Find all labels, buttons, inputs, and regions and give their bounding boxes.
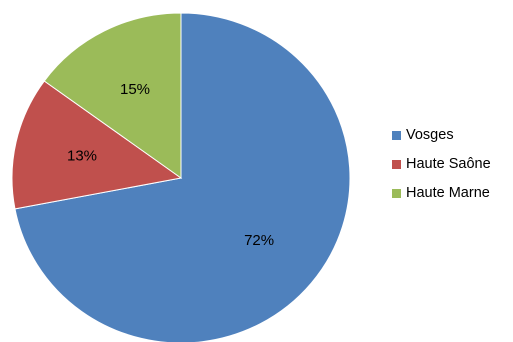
pie-slices [11, 12, 351, 342]
data-label-haute-saone: 13% [67, 147, 97, 164]
legend-item-haute-saone: Haute Saône [392, 154, 510, 174]
legend-item-haute-marne: Haute Marne [392, 183, 510, 203]
legend-swatch-vosges [392, 130, 401, 140]
legend-swatch-haute-marne [392, 188, 401, 198]
pie-data-labels: 72% 13% 15% [67, 81, 274, 249]
legend-label-haute-saone: Haute Saône [406, 156, 491, 172]
legend-label-haute-marne: Haute Marne [406, 185, 490, 201]
pie-slice-haute-marne [43, 12, 182, 179]
legend-label-vosges: Vosges [406, 127, 454, 143]
legend-item-vosges: Vosges [392, 125, 510, 145]
pie-slice-vosges [14, 12, 351, 342]
legend-swatch-haute-saone [392, 159, 401, 169]
data-label-haute-marne: 15% [120, 81, 150, 98]
legend: Vosges Haute Saône Haute Marne [392, 125, 510, 212]
data-label-vosges: 72% [244, 232, 274, 249]
pie-slice-haute-saone [11, 80, 183, 210]
